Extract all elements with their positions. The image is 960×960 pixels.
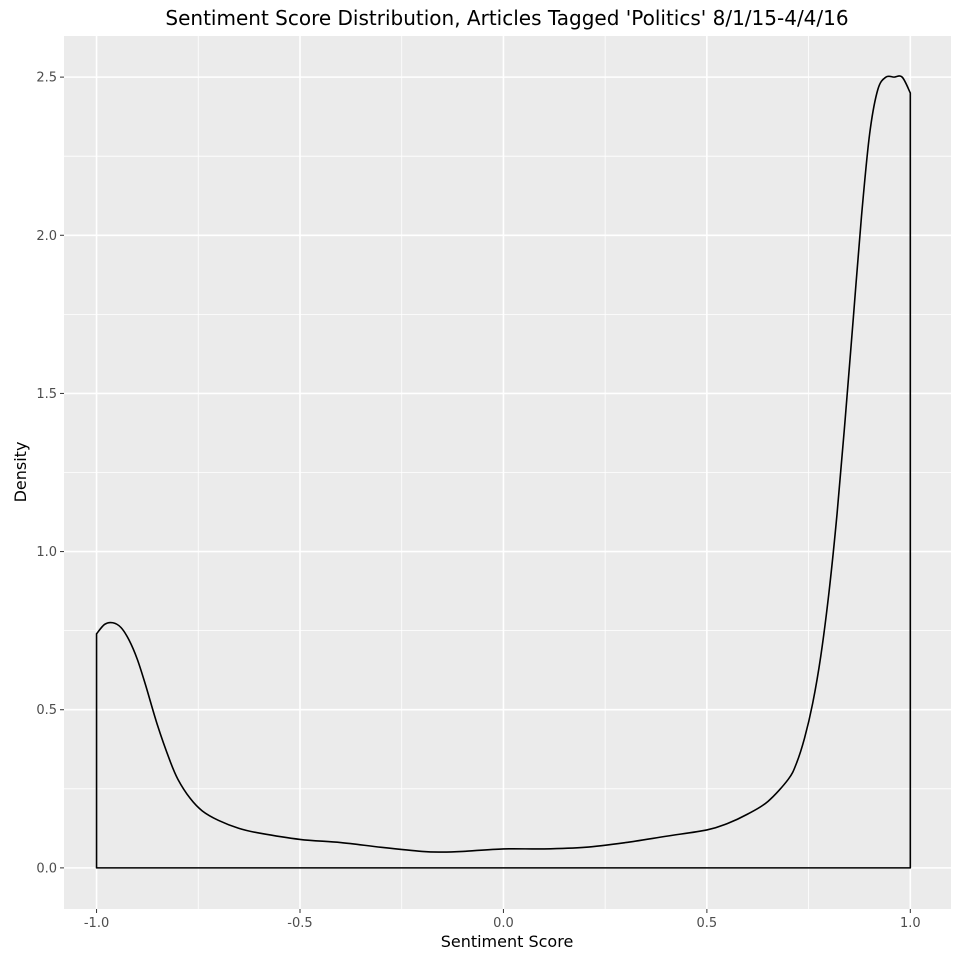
y-tick-label: 0.0 [36, 861, 57, 876]
x-tick-label: 0.0 [493, 916, 514, 931]
x-tick-label: 0.5 [697, 916, 718, 931]
x-tick-label: -1.0 [84, 916, 109, 931]
ticks-layer: -1.0 -0.5 0.0 0.5 1.0 0.0 0.5 1.0 1.5 2.0 2.5 [36, 71, 920, 931]
y-tick-label: 2.0 [36, 229, 57, 244]
x-tick-label: -0.5 [287, 916, 312, 931]
density-curve [95, 75, 912, 869]
y-tick-label: 0.5 [36, 703, 57, 718]
chart-title: Sentiment Score Distribution, Articles T… [165, 6, 848, 30]
y-tick-label: 1.5 [36, 387, 57, 402]
y-axis-title: Density [11, 442, 30, 503]
x-axis-title: Sentiment Score [441, 932, 574, 951]
y-tick-label: 2.5 [36, 71, 57, 86]
y-tick-label: 1.0 [36, 545, 57, 560]
series-layer [95, 75, 912, 869]
x-tick-label: 1.0 [900, 916, 921, 931]
